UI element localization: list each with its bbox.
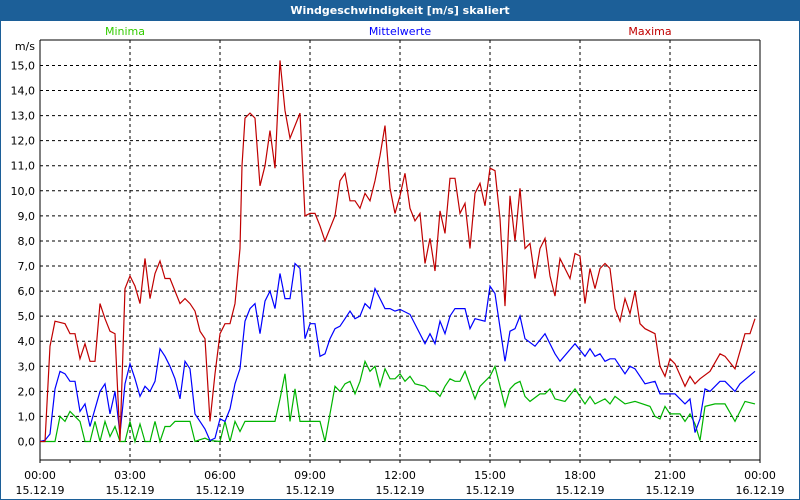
y-tick-label: 14,0	[11, 85, 36, 98]
x-tick-date: 15.12.19	[286, 484, 335, 497]
y-tick-label: 11,0	[11, 160, 36, 173]
y-tick-label: 9,0	[18, 210, 36, 223]
x-tick-time: 09:00	[294, 469, 326, 482]
y-tick-label: 12,0	[11, 135, 36, 148]
y-tick-label: 2,0	[18, 385, 36, 398]
x-tick-date: 15.12.19	[646, 484, 695, 497]
x-tick-date: 15.12.19	[466, 484, 515, 497]
y-tick-label: 6,0	[18, 285, 36, 298]
x-tick-time: 00:00	[24, 469, 56, 482]
window-title: Windgeschwindigkeit [m/s] skaliert	[1, 1, 799, 21]
y-tick-label: 15,0	[11, 59, 36, 72]
y-tick-label: 7,0	[18, 260, 36, 273]
y-tick-label: 1,0	[18, 410, 36, 423]
x-tick-time: 21:00	[654, 469, 686, 482]
legend-maxima: Maxima	[628, 25, 671, 38]
y-tick-label: 8,0	[18, 235, 36, 248]
x-tick-date: 15.12.19	[196, 484, 245, 497]
y-tick-label: 10,0	[11, 185, 36, 198]
x-tick-date: 15.12.19	[106, 484, 155, 497]
y-tick-label: 5,0	[18, 310, 36, 323]
series-line-maxima	[40, 60, 756, 443]
series-line-minima	[40, 359, 756, 444]
grid-lines	[40, 40, 760, 460]
x-tick-time: 00:00	[744, 469, 776, 482]
legend-minima: Minima	[105, 25, 145, 38]
tick-labels: 0,0 1,0 2,0 3,0 4,0 5,0 6,0 7,0 8,0 9,0 10,0 11,0 12…	[11, 40, 785, 497]
x-tick-date: 16.12.19	[736, 484, 785, 497]
y-tick-label: 3,0	[18, 360, 36, 373]
series-line-mittelwerte	[39, 262, 756, 443]
y-axis-unit: m/s	[15, 40, 35, 53]
y-tick-label: 0,0	[18, 436, 36, 449]
x-tick-time: 06:00	[204, 469, 236, 482]
x-tick-time: 15:00	[474, 469, 506, 482]
axes	[39, 39, 761, 463]
y-tick-label: 4,0	[18, 335, 36, 348]
x-tick-time: 18:00	[564, 469, 596, 482]
x-tick-date: 15.12.19	[376, 484, 425, 497]
x-tick-time: 03:00	[114, 469, 146, 482]
x-tick-time: 12:00	[384, 469, 416, 482]
series-lines	[39, 60, 756, 444]
legend: Minima Mittelwerte Maxima	[105, 25, 672, 38]
y-tick-label: 13,0	[11, 110, 36, 123]
legend-mittelwerte: Mittelwerte	[369, 25, 432, 38]
x-tick-date: 15.12.19	[556, 484, 605, 497]
x-tick-date: 15.12.19	[16, 484, 65, 497]
